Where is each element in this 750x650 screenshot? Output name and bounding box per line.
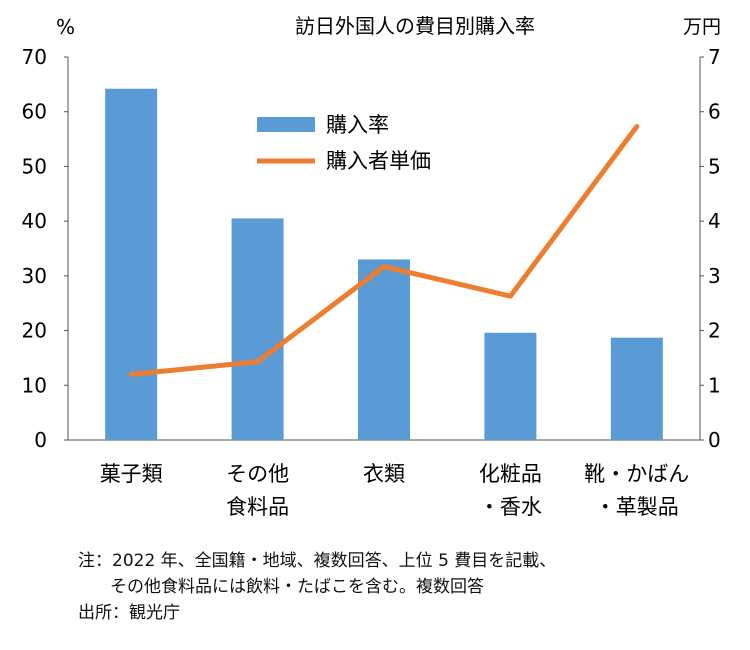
right-tick-label: 3 — [708, 264, 721, 288]
note-line-1: 注：2022 年、全国籍・地域、複数回答、上位 5 費目を記載、 — [78, 551, 557, 571]
right-tick-label: 0 — [708, 428, 721, 452]
left-tick-label: 30 — [22, 264, 47, 288]
right-tick-label: 4 — [708, 209, 721, 233]
category-label: 靴・かばん — [584, 462, 689, 486]
category-label: ・革製品 — [595, 495, 679, 519]
right-tick-label: 2 — [708, 319, 721, 343]
note-line-2: その他食料品には飲料・たばこを含む。複数回答 — [110, 577, 484, 597]
bar — [610, 337, 663, 440]
right-tick-label: 5 — [708, 154, 721, 178]
right-axis-unit: 万円 — [683, 16, 721, 38]
bar — [231, 218, 284, 440]
legend-bar-label: 購入率 — [326, 113, 389, 137]
right-tick-label: 1 — [708, 373, 721, 397]
bar — [105, 88, 158, 440]
category-label: その他 — [226, 462, 289, 486]
chart-title: 訪日外国人の費目別購入率 — [295, 14, 535, 38]
left-tick-label: 10 — [22, 373, 47, 397]
source-line: 出所：観光庁 — [78, 603, 180, 623]
left-tick-label: 60 — [22, 100, 47, 124]
legend-bar-swatch — [257, 117, 315, 132]
category-label: ・香水 — [479, 495, 542, 519]
left-tick-label: 50 — [22, 154, 47, 178]
line-series — [128, 123, 640, 377]
left-tick-label: 20 — [22, 319, 47, 343]
bar — [358, 259, 410, 440]
right-tick-label: 6 — [708, 100, 721, 124]
legend-line-label: 購入者単価 — [326, 149, 431, 173]
category-label: 食料品 — [226, 495, 289, 519]
left-tick-label: 0 — [34, 428, 47, 452]
bar — [484, 332, 537, 440]
category-label: 衣類 — [363, 462, 405, 486]
right-tick-label: 7 — [708, 45, 721, 69]
category-label: 菓子類 — [100, 462, 163, 486]
left-tick-label: 70 — [22, 45, 47, 69]
category-label: 化粧品 — [479, 462, 542, 486]
chart: 訪日外国人の費目別購入率% 万円 0 10 20 30 40 50 60 70 0 1 2 3 4 5 6 7 菓子… — [22, 14, 721, 519]
left-tick-label: 40 — [22, 209, 47, 233]
left-axis-unit: % — [56, 15, 75, 39]
